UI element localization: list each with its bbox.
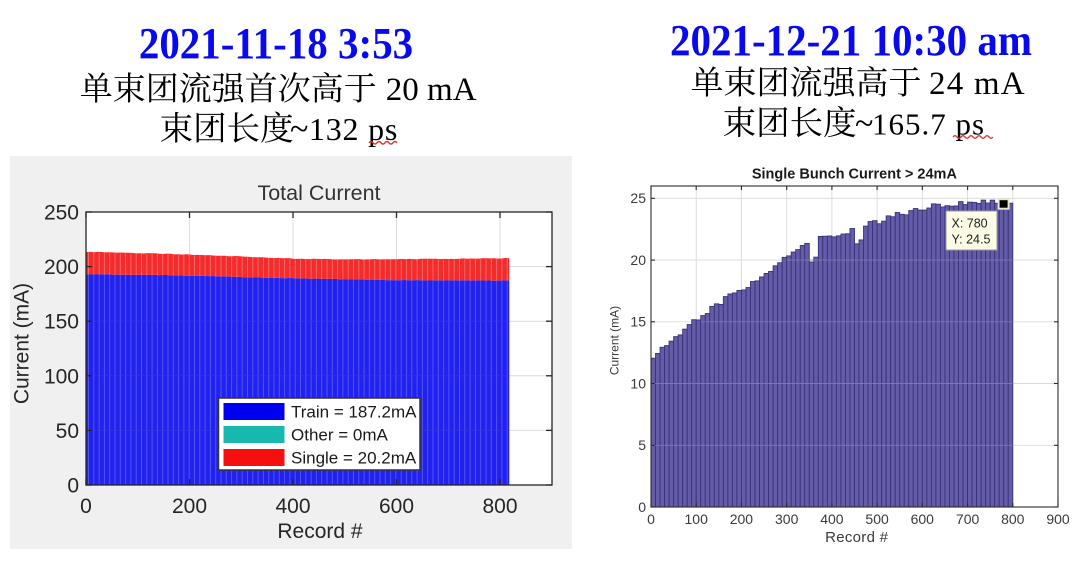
svg-text:Total Current: Total Current bbox=[257, 181, 380, 205]
svg-text:700: 700 bbox=[956, 511, 980, 527]
svg-text:0: 0 bbox=[67, 475, 79, 498]
svg-text:Record #: Record # bbox=[277, 520, 363, 543]
svg-text:800: 800 bbox=[482, 495, 517, 518]
svg-text:24 mA: 24 mA bbox=[929, 66, 1026, 102]
svg-text:X: 780: X: 780 bbox=[952, 217, 988, 231]
svg-text:Y: 24.5: Y: 24.5 bbox=[952, 233, 991, 247]
svg-text:250: 250 bbox=[44, 202, 79, 225]
svg-text:200: 200 bbox=[44, 256, 79, 279]
svg-text:0: 0 bbox=[647, 511, 655, 527]
svg-text:200: 200 bbox=[172, 495, 207, 518]
svg-text:20 mA: 20 mA bbox=[386, 72, 477, 108]
svg-text:100: 100 bbox=[685, 511, 709, 527]
svg-text:20: 20 bbox=[630, 252, 646, 268]
svg-text:100: 100 bbox=[44, 365, 79, 388]
svg-text:5: 5 bbox=[638, 437, 646, 453]
svg-text:0: 0 bbox=[638, 499, 646, 515]
svg-text:Current (mA): Current (mA) bbox=[11, 283, 34, 404]
svg-text:15: 15 bbox=[630, 314, 646, 330]
svg-text:2021-12-21 10:30 am: 2021-12-21 10:30 am bbox=[670, 17, 1032, 66]
svg-text:132 ps: 132 ps bbox=[309, 111, 398, 147]
svg-text:800: 800 bbox=[1001, 511, 1025, 527]
svg-text:Other = 0mA: Other = 0mA bbox=[291, 426, 389, 445]
svg-text:2021-11-18 3:53: 2021-11-18 3:53 bbox=[139, 20, 413, 69]
svg-text:Current (mA): Current (mA) bbox=[608, 306, 622, 375]
svg-text:10: 10 bbox=[630, 375, 646, 391]
svg-text:150: 150 bbox=[44, 311, 79, 334]
svg-text:Record #: Record # bbox=[825, 529, 889, 546]
svg-text:300: 300 bbox=[775, 511, 799, 527]
svg-text:~: ~ bbox=[290, 111, 308, 148]
svg-text:Train = 187.2mA: Train = 187.2mA bbox=[291, 403, 417, 422]
svg-text:25: 25 bbox=[630, 190, 646, 206]
svg-text:400: 400 bbox=[275, 495, 310, 518]
svg-text:500: 500 bbox=[865, 511, 889, 527]
svg-text:400: 400 bbox=[820, 511, 844, 527]
svg-text:600: 600 bbox=[911, 511, 935, 527]
svg-text:50: 50 bbox=[56, 420, 79, 443]
svg-text:200: 200 bbox=[730, 511, 754, 527]
svg-text:0: 0 bbox=[80, 495, 92, 518]
svg-text:Single = 20.2mA: Single = 20.2mA bbox=[291, 449, 417, 468]
svg-text:Single Bunch Current > 24mA: Single Bunch Current > 24mA bbox=[752, 167, 958, 183]
svg-text:~: ~ bbox=[855, 106, 873, 143]
svg-text:165.7 ps: 165.7 ps bbox=[872, 107, 985, 142]
svg-text:600: 600 bbox=[379, 495, 414, 518]
svg-text:900: 900 bbox=[1046, 511, 1070, 527]
